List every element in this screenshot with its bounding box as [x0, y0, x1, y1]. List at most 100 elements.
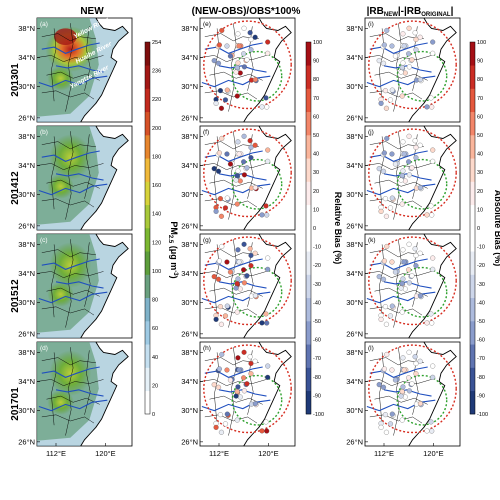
lat-label: 34°N — [346, 377, 363, 386]
station-marker — [211, 58, 217, 64]
colorbar-tick: 90 — [477, 59, 483, 65]
station-marker — [392, 53, 399, 59]
station-marker — [241, 349, 247, 355]
station-marker — [400, 355, 406, 361]
lat-label: 34°N — [181, 161, 198, 170]
lat-label: 30°N — [18, 298, 35, 307]
colorbar-tick: -40 — [477, 300, 485, 306]
station-marker — [383, 321, 389, 327]
station-marker — [409, 57, 415, 63]
station-marker — [213, 316, 219, 322]
station-marker — [389, 303, 395, 309]
station-marker — [222, 205, 229, 211]
station-marker — [218, 429, 224, 435]
station-marker — [384, 27, 390, 34]
lat-label: 34°N — [18, 269, 35, 278]
station-marker — [237, 70, 243, 76]
station-marker — [382, 88, 388, 94]
station-marker — [376, 166, 382, 172]
station-marker — [234, 389, 240, 395]
station-marker — [381, 258, 387, 264]
lon-label: 120°E — [423, 449, 444, 458]
colorbar-tick: -60 — [477, 338, 485, 344]
station-marker — [380, 276, 387, 282]
station-marker — [406, 133, 412, 139]
lat-label: 30°N — [346, 298, 363, 307]
colorbar-tick: -60 — [313, 338, 321, 344]
col1-title: NEW — [80, 6, 104, 17]
lon-label: 112°E — [209, 449, 229, 458]
lon-label: 120°E — [95, 449, 116, 458]
lat-label: 34°N — [346, 269, 363, 278]
station-marker — [399, 417, 405, 423]
station-marker — [244, 165, 250, 171]
station-marker — [387, 313, 394, 319]
station-marker — [399, 65, 405, 71]
lat-label: 34°N — [181, 269, 198, 278]
station-marker — [380, 60, 387, 66]
panel-label: (g) — [203, 237, 211, 244]
station-marker — [247, 138, 253, 144]
station-marker — [401, 367, 407, 373]
lat-label: 30°N — [346, 190, 363, 199]
map-panel-j: (j) 38°N 34°N 30°N 26°N — [346, 125, 461, 231]
station-marker — [213, 100, 219, 106]
lat-label: 30°N — [18, 190, 35, 199]
colorbar-tick: 30 — [477, 170, 483, 176]
lat-label: 26°N — [181, 437, 198, 446]
station-marker — [218, 105, 224, 111]
station-marker — [383, 429, 389, 435]
station-marker — [252, 185, 258, 191]
station-marker — [429, 428, 435, 434]
station-marker — [406, 267, 412, 273]
station-marker — [233, 285, 239, 291]
station-marker — [215, 60, 222, 66]
station-marker — [417, 34, 423, 40]
lat-label: 38°N — [18, 240, 35, 249]
station-marker — [399, 281, 405, 287]
station-marker — [429, 212, 435, 218]
station-marker — [237, 178, 243, 184]
lat-label: 26°N — [346, 113, 363, 122]
station-marker — [412, 138, 418, 144]
station-marker — [413, 371, 419, 377]
station-marker — [409, 381, 415, 387]
lat-label: 26°N — [346, 437, 363, 446]
station-marker — [378, 208, 384, 214]
colorbar-tick: 160 — [152, 183, 161, 189]
station-marker — [241, 51, 247, 57]
station-marker — [216, 150, 222, 156]
station-marker — [265, 255, 271, 261]
station-marker — [424, 428, 430, 434]
station-marker — [406, 159, 412, 165]
station-marker — [233, 393, 239, 399]
station-marker — [429, 320, 435, 326]
lat-label: 30°N — [181, 190, 198, 199]
station-marker — [430, 374, 436, 380]
station-marker — [265, 147, 271, 153]
station-marker — [236, 151, 242, 157]
station-marker — [241, 133, 247, 139]
colorbar-tick: -90 — [477, 393, 485, 399]
station-marker — [382, 196, 388, 202]
station-marker — [219, 243, 225, 250]
station-marker — [248, 47, 254, 53]
colorbar-tick: 40 — [313, 152, 319, 158]
colorbar-tick: 140 — [152, 212, 161, 218]
station-marker — [234, 65, 240, 71]
station-marker — [389, 367, 395, 373]
lon-label: 120°E — [258, 449, 279, 458]
station-marker — [265, 50, 271, 56]
colorbar-tick: 70 — [477, 96, 483, 102]
station-marker — [248, 252, 254, 259]
lat-label: 26°N — [18, 113, 35, 122]
map-panel-c: (c) 38°N 34°N 30°N 26°N — [18, 233, 133, 339]
station-marker — [428, 311, 434, 317]
station-marker — [216, 258, 222, 264]
station-marker — [263, 203, 269, 209]
station-marker — [424, 104, 430, 110]
colorbar-tick: 0 — [477, 226, 480, 232]
station-marker — [248, 263, 254, 269]
lat-label: 38°N — [181, 24, 198, 33]
